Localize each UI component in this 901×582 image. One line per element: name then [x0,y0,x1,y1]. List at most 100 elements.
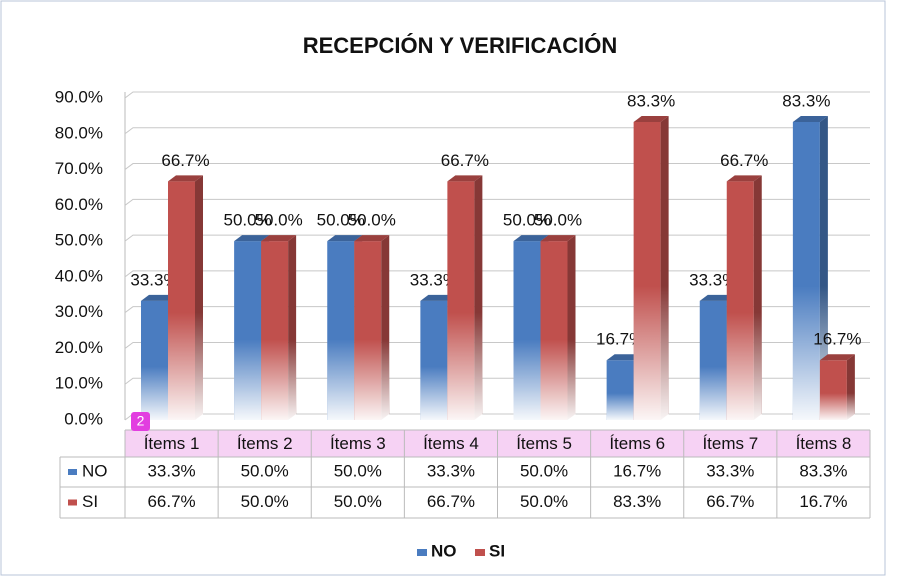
data-label: 50.0% [348,211,396,230]
chart-title: RECEPCIÓN Y VERIFICACIÓN [303,33,618,58]
table-cell: 33.3% [147,461,195,480]
x-tick-label: Ítems 6 [609,434,665,453]
bar-fade [447,181,483,420]
legend-key [475,549,485,556]
bar-fade [354,241,390,420]
x-tick-label: Ítems 3 [330,434,386,453]
table-series-name: NO [82,461,108,480]
bar [261,235,297,420]
table-cell: 50.0% [241,461,289,480]
bar-top [141,294,176,301]
bar [726,175,762,420]
grid-line [124,127,870,135]
bar-top [447,175,483,182]
data-label: 66.7% [441,151,489,170]
data-label: 16.7% [596,330,644,349]
y-tick-label: 70.0% [55,159,103,178]
bar-top [726,175,762,182]
bar [447,175,483,420]
bar-top [234,235,270,242]
y-tick-label: 40.0% [55,266,103,285]
data-label: 33.3% [689,270,737,289]
table-series-name: SI [82,492,98,511]
y-tick-label: 30.0% [55,302,103,321]
data-label: 83.3% [627,91,675,110]
data-label: 83.3% [782,91,830,110]
y-tick-label: 50.0% [55,231,103,250]
data-label: 50.0% [534,211,582,230]
grid-line [124,341,870,349]
table-cell: 16.7% [613,461,661,480]
y-tick-label: 80.0% [55,123,103,142]
data-label: 50.0% [255,211,303,230]
data-label: 66.7% [720,151,768,170]
grid-line [124,163,870,170]
legend-label: NO [431,541,457,560]
bar-top [633,115,669,122]
y-tick-label: 90.0% [55,87,103,106]
bar-top [819,354,855,361]
grid-line [124,306,870,314]
bar-fade [819,360,855,420]
grid-line [124,198,870,206]
y-tick-label: 20.0% [55,338,103,357]
bar [168,175,203,420]
table-cell: 33.3% [427,461,475,480]
bar [540,235,576,420]
data-label: 50.0% [317,211,365,230]
x-tick-label: Ítems 2 [237,434,293,453]
grid-line [124,234,870,242]
table-cell: 33.3% [706,461,754,480]
table-cell: 83.3% [799,461,847,480]
table-cell: 50.0% [520,461,568,480]
bar-top [168,175,203,182]
data-label: 33.3% [130,270,178,289]
table-cell: 50.0% [241,492,289,511]
data-label: 50.0% [503,211,551,230]
table-cell: 66.7% [706,492,754,511]
bar [819,354,855,420]
bar-top [513,235,549,242]
table-cell: 66.7% [147,492,195,511]
legend-key [68,469,77,475]
bar-top [699,294,735,301]
x-tick-label: Ítems 8 [796,434,852,453]
bar-top [327,235,363,242]
bar [354,235,390,420]
data-label: 16.7% [813,330,861,349]
y-tick-label: 10.0% [55,374,103,393]
badge: 2 [137,413,145,429]
bar-top [606,354,642,361]
bar-fade [633,121,669,421]
bar-fade [261,241,297,420]
y-tick-label: 0.0% [64,409,103,428]
x-tick-label: Ítems 1 [144,434,200,453]
table-cell: 83.3% [613,492,661,511]
grid-line [124,270,870,278]
table-cell: 50.0% [334,461,382,480]
legend-key [417,549,427,556]
bar [633,115,669,421]
y-tick-label: 60.0% [55,195,103,214]
badge-bg [131,412,150,431]
data-label: 33.3% [410,270,458,289]
table-cell: 50.0% [334,492,382,511]
table-cell: 66.7% [427,492,475,511]
bar-fade [168,181,203,420]
data-label: 50.0% [224,211,272,230]
legend-label: SI [489,541,505,560]
bar-fade [726,181,762,420]
table-cell: 16.7% [799,492,847,511]
x-tick-label: Ítems 5 [516,434,572,453]
x-tick-label: Ítems 7 [702,434,758,453]
bar-top [261,235,297,242]
data-label: 66.7% [161,151,209,170]
bar-top [354,235,390,242]
bar-top [792,115,828,122]
x-tick-label: Ítems 4 [423,434,479,453]
table-cell: 50.0% [520,492,568,511]
bar-top [540,235,576,242]
grid-line [124,91,870,99]
